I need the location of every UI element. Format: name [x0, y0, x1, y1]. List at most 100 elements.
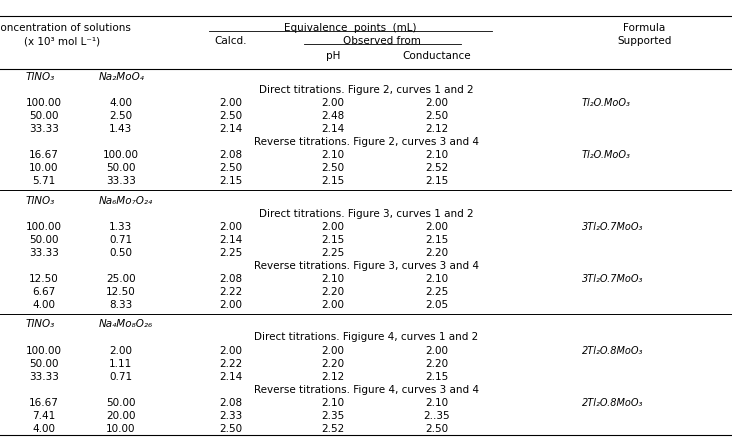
Text: 2.50: 2.50 — [321, 163, 345, 173]
Text: 0.71: 0.71 — [109, 235, 132, 245]
Text: 2.00: 2.00 — [425, 222, 449, 232]
Text: 2.48: 2.48 — [321, 111, 345, 121]
Text: 100.00: 100.00 — [26, 346, 62, 356]
Text: Direct titrations. Figure 3, curves 1 and 2: Direct titrations. Figure 3, curves 1 an… — [258, 209, 474, 219]
Text: Reverse titrations. Figure 2, curves 3 and 4: Reverse titrations. Figure 2, curves 3 a… — [253, 137, 479, 147]
Text: Direct titrations. Figigure 4, curves 1 and 2: Direct titrations. Figigure 4, curves 1 … — [254, 332, 478, 342]
Text: 2.25: 2.25 — [219, 248, 242, 258]
Text: 6.67: 6.67 — [32, 287, 56, 297]
Text: 8.33: 8.33 — [109, 300, 132, 310]
Text: 10.00: 10.00 — [106, 424, 135, 434]
Text: 2.50: 2.50 — [425, 111, 449, 121]
Text: 2..35: 2..35 — [424, 411, 450, 421]
Text: 2.00: 2.00 — [425, 98, 449, 108]
Text: 50.00: 50.00 — [106, 398, 135, 408]
Text: 10.00: 10.00 — [29, 163, 59, 173]
Text: 4.00: 4.00 — [32, 424, 56, 434]
Text: Tl₂O.MoO₃: Tl₂O.MoO₃ — [582, 150, 631, 160]
Text: 2.15: 2.15 — [321, 176, 345, 187]
Text: 5.71: 5.71 — [32, 176, 56, 187]
Text: 2.22: 2.22 — [219, 287, 242, 297]
Text: 2.15: 2.15 — [321, 235, 345, 245]
Text: 2.15: 2.15 — [425, 372, 449, 382]
Text: Equivalence  points  (mL): Equivalence points (mL) — [283, 23, 417, 33]
Text: 2.12: 2.12 — [321, 372, 345, 382]
Text: 2.50: 2.50 — [219, 163, 242, 173]
Text: 2.00: 2.00 — [219, 300, 242, 310]
Text: 16.67: 16.67 — [29, 398, 59, 408]
Text: 2.10: 2.10 — [321, 150, 345, 160]
Text: 50.00: 50.00 — [29, 111, 59, 121]
Text: 1.11: 1.11 — [109, 358, 132, 369]
Text: 3Tl₂O.7MoO₃: 3Tl₂O.7MoO₃ — [582, 274, 643, 284]
Text: Observed from: Observed from — [343, 36, 421, 47]
Text: 2.25: 2.25 — [425, 287, 449, 297]
Text: 2.10: 2.10 — [321, 274, 345, 284]
Text: 2.05: 2.05 — [425, 300, 449, 310]
Text: Direct titrations. Figure 2, curves 1 and 2: Direct titrations. Figure 2, curves 1 an… — [258, 85, 474, 95]
Text: Concentration of solutions: Concentration of solutions — [0, 23, 131, 33]
Text: 33.33: 33.33 — [29, 124, 59, 134]
Text: 2.10: 2.10 — [425, 150, 449, 160]
Text: 2.50: 2.50 — [219, 111, 242, 121]
Text: Formula: Formula — [623, 23, 665, 33]
Text: 50.00: 50.00 — [29, 358, 59, 369]
Text: 12.50: 12.50 — [29, 274, 59, 284]
Text: 2.00: 2.00 — [321, 98, 345, 108]
Text: 4.00: 4.00 — [32, 300, 56, 310]
Text: 1.33: 1.33 — [109, 222, 132, 232]
Text: 4.00: 4.00 — [109, 98, 132, 108]
Text: 2.08: 2.08 — [219, 274, 242, 284]
Text: 33.33: 33.33 — [106, 176, 135, 187]
Text: 2.20: 2.20 — [321, 287, 345, 297]
Text: 2.52: 2.52 — [425, 163, 449, 173]
Text: 1.43: 1.43 — [109, 124, 132, 134]
Text: (x 10³ mol L⁻¹): (x 10³ mol L⁻¹) — [24, 36, 100, 47]
Text: TlNO₃: TlNO₃ — [26, 72, 55, 82]
Text: 50.00: 50.00 — [106, 163, 135, 173]
Text: 2.10: 2.10 — [425, 398, 449, 408]
Text: 2.15: 2.15 — [425, 235, 449, 245]
Text: 12.50: 12.50 — [106, 287, 135, 297]
Text: 0.71: 0.71 — [109, 372, 132, 382]
Text: 2.52: 2.52 — [321, 424, 345, 434]
Text: 2.22: 2.22 — [219, 358, 242, 369]
Text: 2.08: 2.08 — [219, 398, 242, 408]
Text: 2.20: 2.20 — [321, 358, 345, 369]
Text: 2.00: 2.00 — [219, 222, 242, 232]
Text: 2.50: 2.50 — [425, 424, 449, 434]
Text: 2.00: 2.00 — [425, 346, 449, 356]
Text: 100.00: 100.00 — [102, 150, 139, 160]
Text: 2Tl₂O.8MoO₃: 2Tl₂O.8MoO₃ — [582, 398, 643, 408]
Text: Conductance: Conductance — [403, 51, 471, 61]
Text: 2.14: 2.14 — [321, 124, 345, 134]
Text: 2.20: 2.20 — [425, 358, 449, 369]
Text: Na₄Mo₈O₂₆: Na₄Mo₈O₂₆ — [99, 319, 153, 330]
Text: Na₂MoO₄: Na₂MoO₄ — [99, 72, 145, 82]
Text: 2.00: 2.00 — [321, 222, 345, 232]
Text: 2.20: 2.20 — [425, 248, 449, 258]
Text: 2.33: 2.33 — [219, 411, 242, 421]
Text: Tl₂O.MoO₃: Tl₂O.MoO₃ — [582, 98, 631, 108]
Text: pH: pH — [326, 51, 340, 61]
Text: 16.67: 16.67 — [29, 150, 59, 160]
Text: 3Tl₂O.7MoO₃: 3Tl₂O.7MoO₃ — [582, 222, 643, 232]
Text: TlNO₃: TlNO₃ — [26, 195, 55, 206]
Text: Reverse titrations. Figure 3, curves 3 and 4: Reverse titrations. Figure 3, curves 3 a… — [253, 261, 479, 271]
Text: 2.15: 2.15 — [219, 176, 242, 187]
Text: 2.15: 2.15 — [425, 176, 449, 187]
Text: 2.00: 2.00 — [219, 346, 242, 356]
Text: 2.50: 2.50 — [219, 424, 242, 434]
Text: 2.10: 2.10 — [425, 274, 449, 284]
Text: 2.25: 2.25 — [321, 248, 345, 258]
Text: 2.14: 2.14 — [219, 124, 242, 134]
Text: Na₆Mo₇O₂₄: Na₆Mo₇O₂₄ — [99, 195, 153, 206]
Text: 2.08: 2.08 — [219, 150, 242, 160]
Text: 2.35: 2.35 — [321, 411, 345, 421]
Text: Reverse titrations. Figure 4, curves 3 and 4: Reverse titrations. Figure 4, curves 3 a… — [253, 385, 479, 395]
Text: 2.50: 2.50 — [109, 111, 132, 121]
Text: 2.00: 2.00 — [109, 346, 132, 356]
Text: 50.00: 50.00 — [29, 235, 59, 245]
Text: 2.00: 2.00 — [219, 98, 242, 108]
Text: 2Tl₂O.8MoO₃: 2Tl₂O.8MoO₃ — [582, 346, 643, 356]
